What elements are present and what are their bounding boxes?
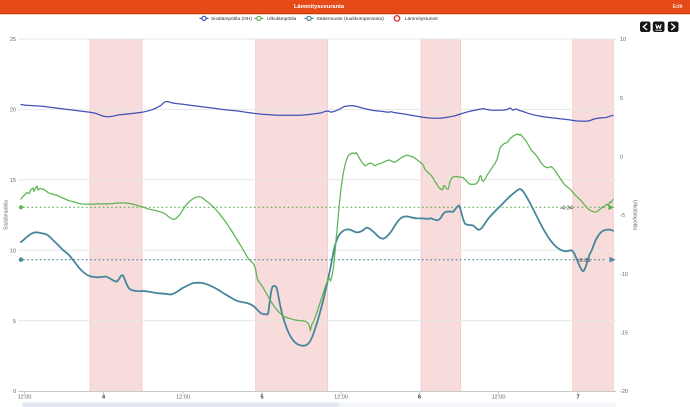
svg-text:Ulkolämpötila: Ulkolämpötila — [632, 200, 638, 230]
svg-text:10: 10 — [620, 37, 626, 43]
svg-text:0: 0 — [13, 389, 16, 395]
svg-text:5: 5 — [620, 96, 623, 102]
svg-text:Sisälämpötila: Sisälämpötila — [4, 200, 10, 230]
svg-text:-15: -15 — [620, 331, 628, 337]
svg-text:25: 25 — [10, 37, 16, 43]
svg-text:6: 6 — [418, 395, 421, 401]
svg-text:-20: -20 — [620, 389, 628, 395]
svg-text:5: 5 — [13, 319, 16, 325]
svg-text:5: 5 — [260, 395, 263, 401]
svg-text:12:00: 12:00 — [176, 395, 190, 401]
svg-text:0: 0 — [620, 155, 623, 161]
svg-text:-5: -5 — [620, 213, 625, 219]
svg-text:7: 7 — [576, 395, 579, 401]
svg-text:-10: -10 — [620, 272, 628, 278]
svg-text:-4.34: -4.34 — [560, 206, 574, 212]
svg-text:Lämmitystunnit: Lämmitystunnit — [405, 16, 439, 22]
svg-text:Ulkolämpötila: Ulkolämpötila — [267, 16, 297, 22]
svg-text:12:00: 12:00 — [492, 395, 506, 401]
svg-text:Sääennuste (tuulikompensoitu): Sääennuste (tuulikompensoitu) — [317, 16, 385, 22]
svg-text:12:00: 12:00 — [18, 395, 32, 401]
svg-text:10: 10 — [10, 248, 16, 254]
svg-text:20: 20 — [10, 108, 16, 114]
svg-text:Sisälämpötila (OH): Sisälämpötila (OH) — [211, 16, 252, 22]
svg-text:15: 15 — [10, 178, 16, 184]
svg-text:-8.81: -8.81 — [578, 258, 591, 264]
svg-text:12:00: 12:00 — [334, 395, 348, 401]
svg-text:4: 4 — [102, 395, 106, 401]
